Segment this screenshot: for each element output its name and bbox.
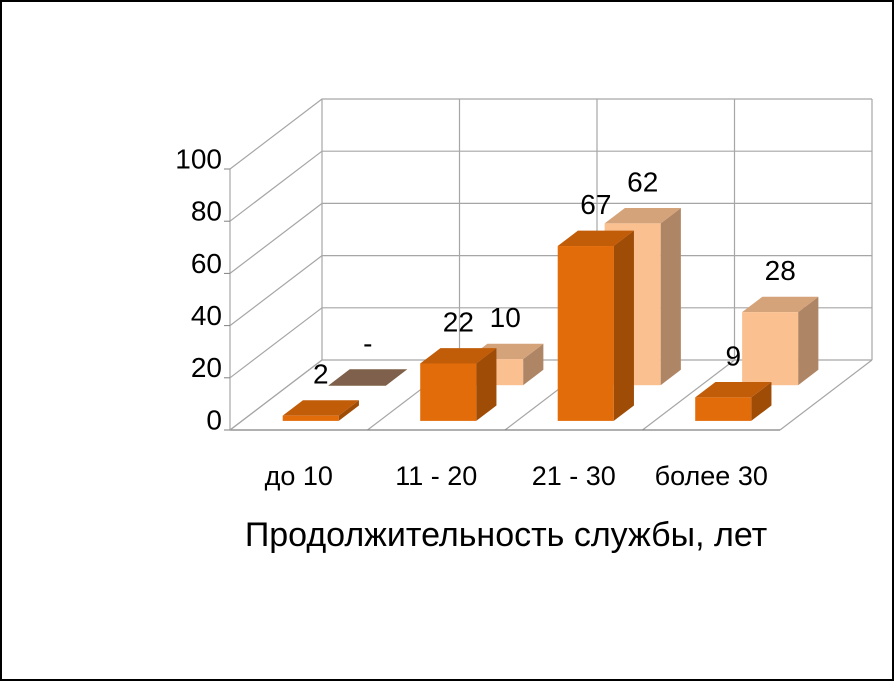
bar [282,415,339,421]
data-label: 22 [443,306,474,337]
bar-top [695,382,772,398]
bar-side [798,296,819,386]
bar-top [420,348,497,364]
grid-line [229,255,872,327]
grid-line [229,307,872,379]
bar [557,246,614,421]
bar-side [660,207,681,386]
y-tick-label: 60 [191,248,222,279]
grid-line [229,150,872,222]
y-tick-label: 20 [191,352,222,383]
bar [695,397,752,421]
bar-top [604,207,681,224]
bar-side [523,343,544,386]
grid-line [229,98,872,170]
data-label: - [363,328,372,359]
data-label: 67 [580,189,611,220]
bar-top [742,296,819,313]
floor-line [642,359,735,431]
grid-line [229,359,872,431]
bar [420,363,477,421]
x-tick-label: 11 - 20 [395,461,477,491]
data-label: 10 [490,302,521,333]
y-tick-label: 40 [191,300,222,331]
x-tick-label: более 30 [655,461,768,491]
y-tick-label: 0 [206,404,222,435]
bar-side [751,382,772,421]
data-label: 2 [313,359,329,390]
bar-top [282,400,359,416]
bar-side [476,348,497,421]
x-axis-title: Продолжительность службы, лет [245,516,767,554]
bar-side [613,230,634,421]
y-tick-label: 100 [175,143,222,174]
data-label: 28 [765,255,796,286]
bar-top [557,230,634,247]
y-tick-label: 80 [191,196,222,227]
data-label: 9 [726,340,742,371]
bar-top [328,369,408,386]
grid-line [229,202,872,274]
data-label: 62 [627,166,658,197]
x-tick-label: до 10 [265,461,333,491]
bar-side [338,400,359,421]
x-tick-label: 21 - 30 [532,461,616,491]
floor-line [779,359,873,431]
bar [742,312,799,386]
